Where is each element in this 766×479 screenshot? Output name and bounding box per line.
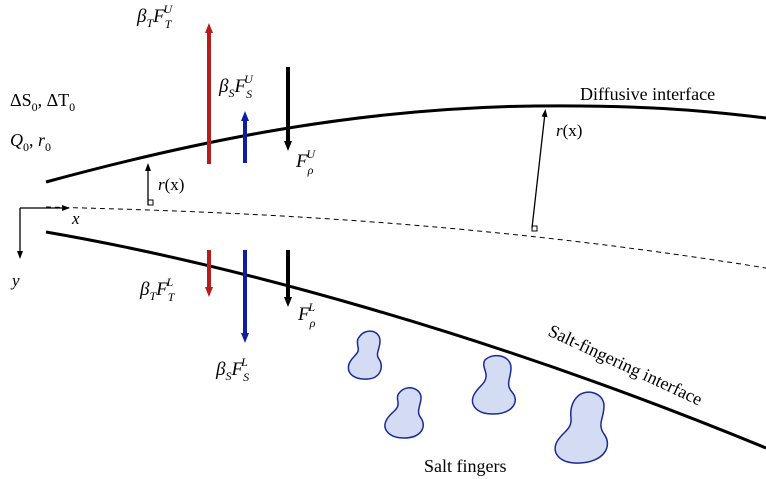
y-axis-label: y [10,271,20,290]
upper-density-flux-label: FρU [295,147,316,177]
salt-finger-blob [384,387,425,439]
salt-finger-blob [471,354,516,415]
radius-indicator-inlet: r(x) [145,163,184,206]
salt-fingers-label: Salt fingers [424,456,507,476]
radius-indicator-downstream: r(x) [531,109,582,232]
lower-salt-flux-label: βSFSL [215,355,249,384]
upper-temperature-flux-label: βTFTU [136,2,173,31]
right-angle-marker [531,225,538,232]
x-axis-label: x [71,209,80,228]
salt-fingering-interface-curve [45,230,766,450]
upper-salt-flux-label: βSFSU [218,72,254,101]
salt-fingers [347,330,609,464]
inlet-conditions-line2: Q0, r0 [10,130,51,154]
right-angle-marker [147,199,154,206]
lower-temperature-flux-label: βTFTL [139,275,176,304]
salt-finger-blob [347,330,382,380]
salt-finger-blob [554,391,609,464]
salt-fingering-interface-label: Salt-fingering interface [545,320,705,409]
diffusive-interface-curve [45,104,766,184]
coordinate-axes: x y [10,205,80,290]
radius-label-downstream: r(x) [556,121,582,140]
radius-label-inlet: r(x) [158,175,184,194]
diffusive-interface-label: Diffusive interface [580,84,715,104]
centerline-dashed [45,206,766,269]
lower-density-flux-label: FρL [297,300,316,330]
inlet-conditions-line1: ΔS0, ΔT0 [10,90,75,114]
